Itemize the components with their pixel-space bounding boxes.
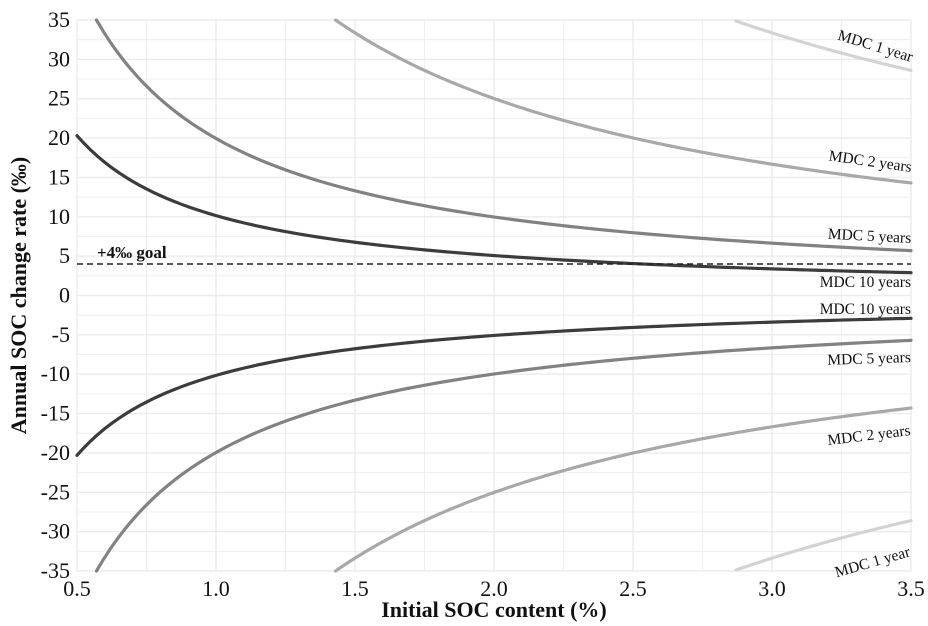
y-tick-label: 35 xyxy=(48,7,70,32)
y-axis-ticks: 35 30 25 20 15 10 5 0 -5 -10 -15 -20 -25 -30 -35 xyxy=(41,7,70,583)
series-line xyxy=(94,18,913,253)
curve-labels: MDC 1 year MDC 2 years MDC 5 years MDC 10 y… xyxy=(820,27,916,581)
y-tick-label: -25 xyxy=(41,479,70,504)
y-tick-label: -15 xyxy=(41,401,70,426)
y-tick-label: -10 xyxy=(41,361,70,386)
y-tick-label: -5 xyxy=(52,322,70,347)
series-label: MDC 2 years xyxy=(828,148,913,176)
goal-label: +4‰ goal xyxy=(97,243,167,262)
x-tick-label: 1.5 xyxy=(341,576,369,601)
series-line xyxy=(94,338,913,573)
series-label: MDC 5 years xyxy=(827,349,911,369)
series-line xyxy=(75,134,913,275)
series-label: MDC 10 years xyxy=(820,274,911,291)
series-line xyxy=(333,406,913,573)
goal-reference: +4‰ goal xyxy=(77,243,911,265)
y-tick-label: 0 xyxy=(59,283,70,308)
series-line xyxy=(734,19,913,72)
series-label: MDC 5 years xyxy=(827,226,911,247)
series-line xyxy=(75,316,913,457)
x-tick-label: 2.5 xyxy=(619,576,647,601)
y-tick-label: -20 xyxy=(41,440,70,465)
y-tick-label: -30 xyxy=(41,519,70,544)
series-label: MDC 10 years xyxy=(820,301,911,318)
y-axis-title: Annual SOC change rate (‰) xyxy=(6,157,31,434)
x-tick-label: 3.5 xyxy=(897,576,925,601)
grid xyxy=(76,19,912,572)
y-tick-label: 5 xyxy=(59,243,70,268)
y-tick-label: 20 xyxy=(48,125,70,150)
series-label: MDC 2 years xyxy=(827,422,912,449)
series-label: MDC 1 year xyxy=(836,27,916,66)
y-tick-label: 25 xyxy=(48,86,70,111)
curves xyxy=(75,18,913,573)
x-tick-label: 0.5 xyxy=(63,576,91,601)
x-tick-label: 1.0 xyxy=(202,576,230,601)
x-axis-title: Initial SOC content (%) xyxy=(381,597,607,622)
y-tick-label: 10 xyxy=(48,204,70,229)
x-tick-label: 3.0 xyxy=(758,576,786,601)
series-line xyxy=(734,519,913,572)
series-line xyxy=(333,18,913,185)
y-tick-label: 15 xyxy=(48,164,70,189)
x-tick-label: 2.0 xyxy=(480,576,508,601)
y-tick-label: 30 xyxy=(48,46,70,71)
y-tick-label: -35 xyxy=(41,558,70,583)
x-axis-ticks: 0.5 1.0 1.5 2.0 2.5 3.0 3.5 xyxy=(63,576,925,601)
